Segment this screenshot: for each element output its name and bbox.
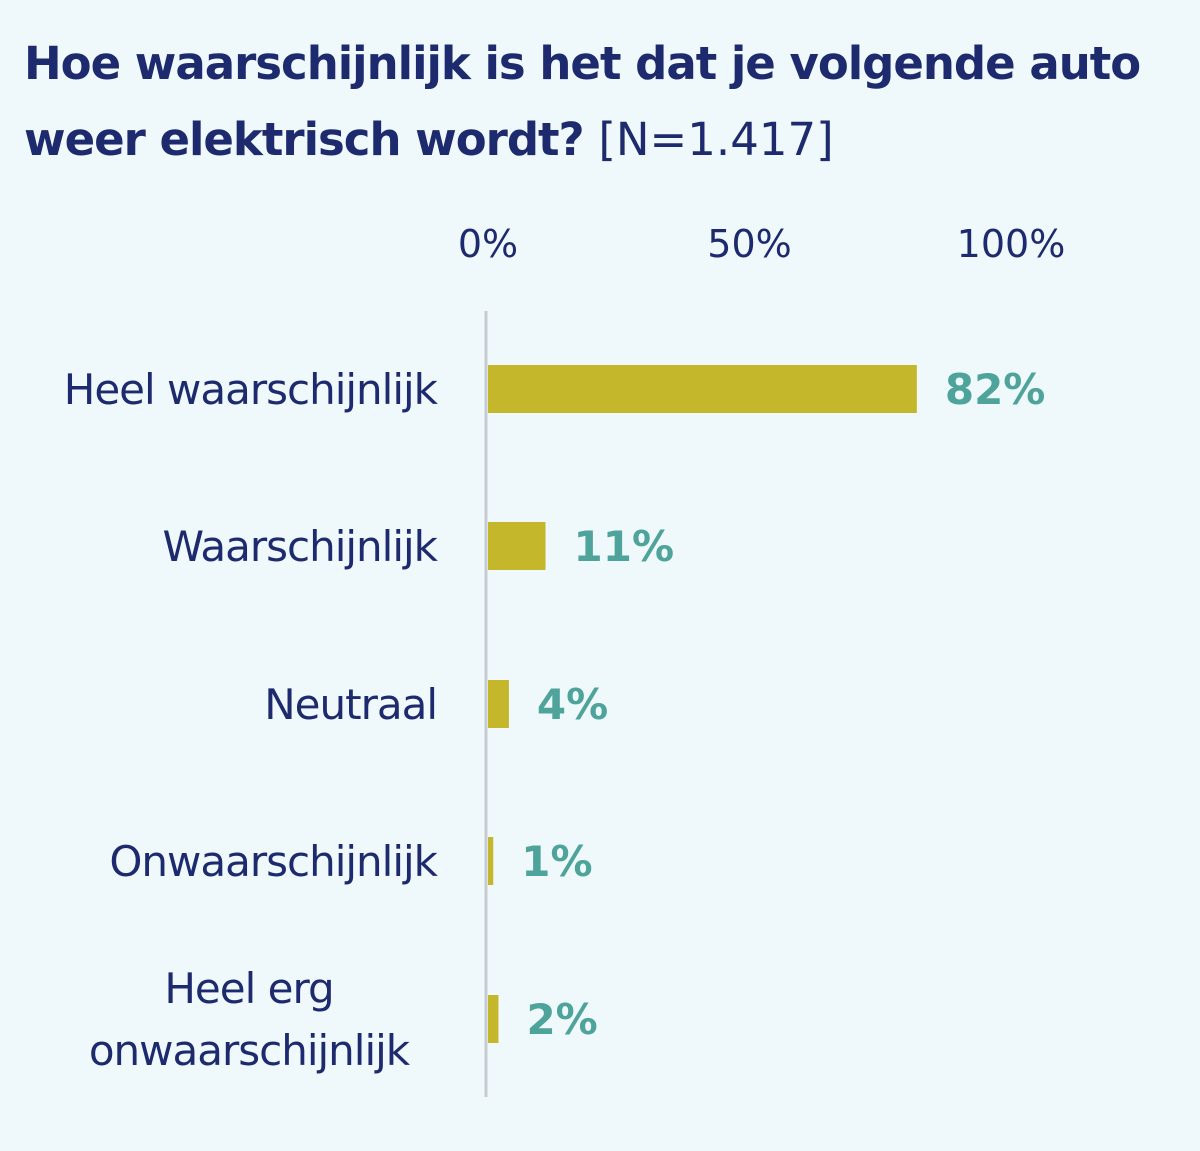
category-label-line: onwaarschijnlijk	[89, 1026, 411, 1075]
category-label-line: Heel erg	[164, 964, 333, 1013]
chart-title: Hoe waarschijnlijk is het dat je volgend…	[24, 26, 1174, 178]
x-tick-label: 0%	[458, 222, 518, 266]
bar-row: Onwaarschijnlijk 1%	[109, 837, 593, 886]
x-tick-label: 50%	[707, 222, 791, 266]
chart-subtitle: [N=1.417]	[598, 113, 834, 166]
data-label: 11%	[574, 522, 675, 571]
bar	[488, 837, 494, 885]
bar-row: Neutraal 4%	[264, 680, 608, 729]
category-label: Heel waarschijnlijk	[64, 365, 439, 414]
bar	[488, 680, 509, 728]
bar	[488, 995, 499, 1043]
category-label: Waarschijnlijk	[163, 522, 439, 571]
category-label: Onwaarschijnlijk	[109, 837, 438, 886]
data-label: 4%	[537, 680, 608, 729]
bar	[488, 365, 917, 413]
data-label: 1%	[521, 837, 592, 886]
bar-row: Heel waarschijnlijk 82%	[64, 365, 1046, 414]
category-label: Heel erg onwaarschijnlijk	[89, 964, 411, 1075]
bars: Heel waarschijnlijk 82% Waarschijnlijk 11% N…	[64, 365, 1046, 1075]
chart-title-text: Hoe waarschijnlijk is het dat je volgend…	[24, 37, 1141, 166]
bar-row: Heel erg onwaarschijnlijk 2%	[89, 964, 598, 1075]
bar	[488, 522, 546, 570]
data-label: 2%	[526, 995, 597, 1044]
category-label: Neutraal	[264, 680, 437, 729]
x-tick-label: 100%	[957, 222, 1066, 266]
data-label: 82%	[945, 365, 1046, 414]
bar-row: Waarschijnlijk 11%	[163, 522, 675, 571]
x-axis-ticks: 0% 50% 100%	[458, 222, 1065, 266]
